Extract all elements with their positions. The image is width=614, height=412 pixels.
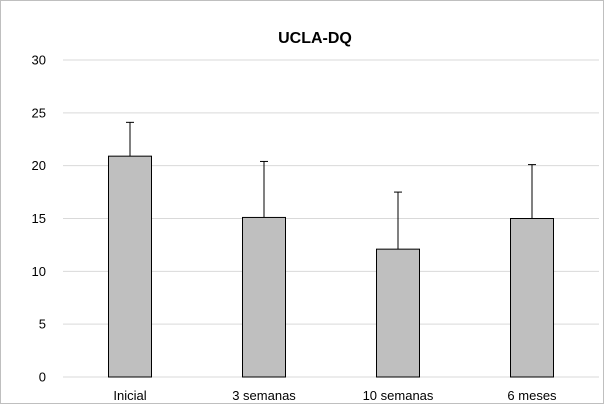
- x-category-label: 10 semanas: [363, 388, 434, 403]
- x-category-label: 6 meses: [507, 388, 557, 403]
- gridlines: [63, 59, 599, 378]
- x-axis-labels: Inicial 3 semanas 10 semanas 6 meses: [113, 388, 557, 403]
- y-tick-label: 30: [32, 53, 46, 68]
- y-tick-label: 0: [39, 370, 46, 385]
- y-tick-label: 5: [39, 317, 46, 332]
- y-axis-ticks: 0 5 10 15 20 25 30: [32, 53, 46, 385]
- bar-chart: UCLA-DQ 0 5 10 15 20 25 30 Inicial 3 semanas 10 …: [32, 30, 599, 403]
- bars: [108, 155, 554, 378]
- error-bars: [126, 121, 536, 250]
- bar-3: [510, 218, 554, 378]
- bar-0: [108, 155, 152, 378]
- x-category-label: Inicial: [113, 388, 146, 403]
- x-category-label: 3 semanas: [232, 388, 296, 403]
- y-tick-label: 15: [32, 211, 46, 226]
- chart-title: UCLA-DQ: [278, 30, 352, 47]
- y-tick-label: 20: [32, 158, 46, 173]
- y-tick-label: 10: [32, 264, 46, 279]
- bar-1: [242, 216, 286, 378]
- y-tick-label: 25: [32, 105, 46, 120]
- chart-frame: UCLA-DQ 0 5 10 15 20 25 30 Inicial 3 semanas 10 …: [0, 0, 604, 404]
- bar-2: [376, 248, 420, 378]
